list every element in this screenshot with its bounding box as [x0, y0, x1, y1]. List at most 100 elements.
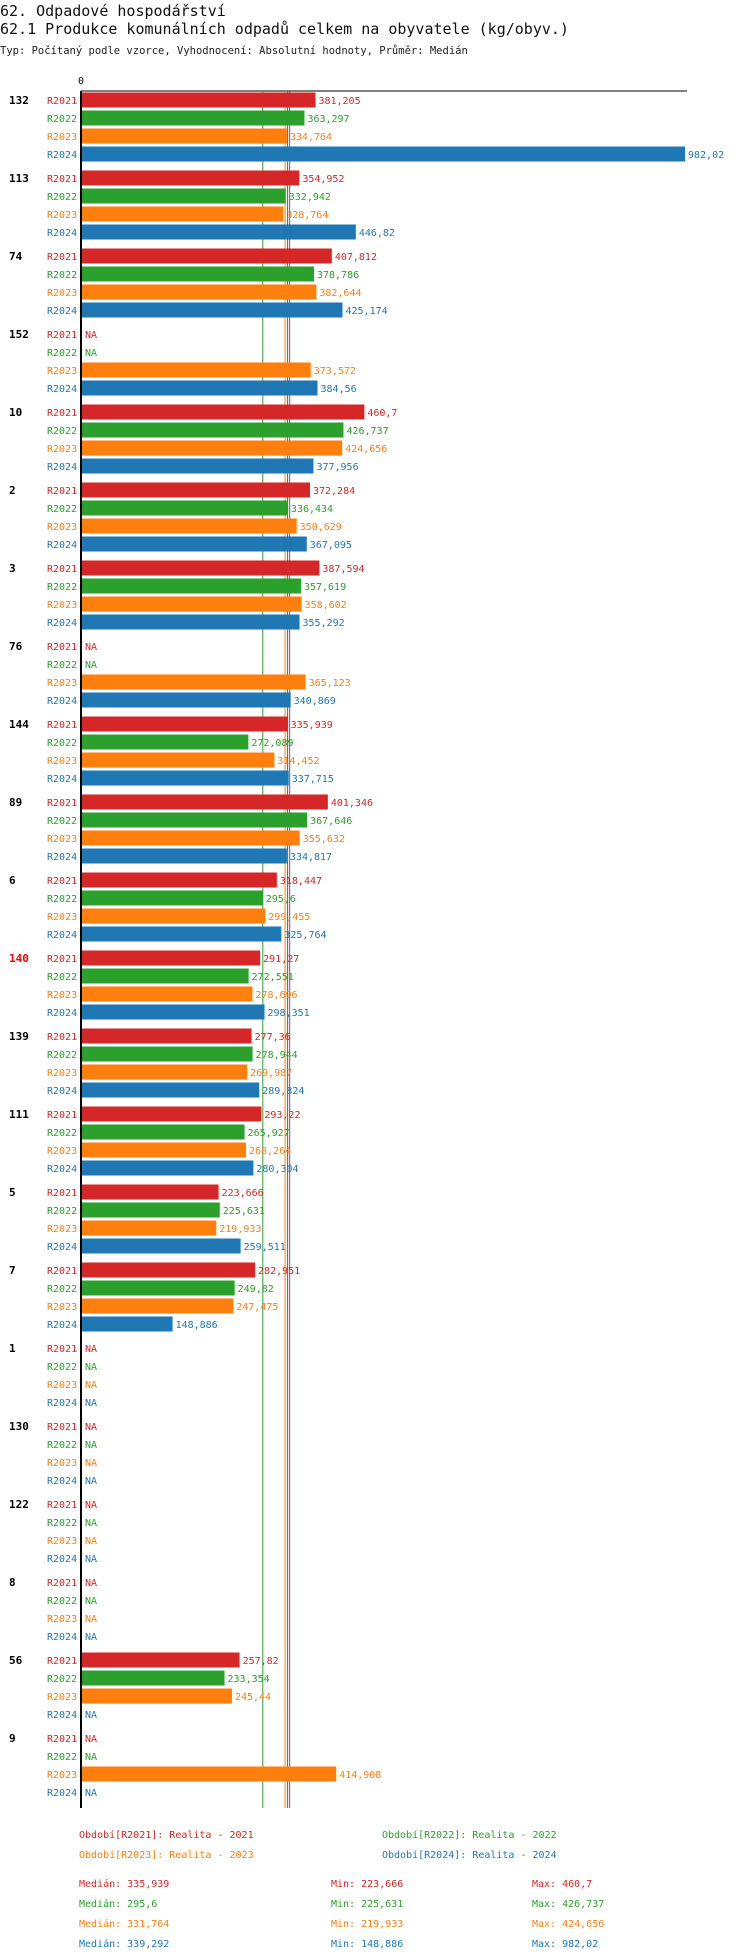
value-label: 257,82 — [243, 1656, 279, 1667]
group-label: 56 — [9, 1654, 23, 1667]
series-label-r2021: R2021 — [47, 876, 77, 887]
bar-10-r2023 — [81, 440, 343, 456]
bar-6-r2024 — [81, 926, 282, 942]
series-label-r2024: R2024 — [47, 1086, 77, 1097]
stat-median-r2022: Medián: 295,6 — [79, 1898, 157, 1910]
stat-min-r2023: Min: 219,933 — [331, 1919, 403, 1930]
series-label-r2023: R2023 — [47, 210, 77, 221]
na-label: NA — [85, 1788, 97, 1799]
series-label-r2024: R2024 — [47, 1788, 77, 1799]
bar-6-r2022 — [81, 890, 263, 906]
value-label: 446,82 — [359, 228, 395, 239]
bar-89-r2023 — [81, 830, 300, 846]
bar-111-r2022 — [81, 1124, 245, 1140]
bar-76-r2024 — [81, 692, 291, 708]
value-label: 355,632 — [303, 834, 345, 845]
series-label-r2024: R2024 — [47, 306, 77, 317]
value-label: 372,284 — [313, 486, 355, 497]
series-label-r2024: R2024 — [47, 1476, 77, 1487]
value-label: 358,602 — [305, 600, 347, 611]
group-label: 139 — [9, 1030, 29, 1043]
series-label-r2021: R2021 — [47, 564, 77, 575]
group-label: 113 — [9, 172, 29, 185]
value-label: 289,824 — [262, 1086, 304, 1097]
group-label: 74 — [9, 250, 23, 263]
bar-56-r2021 — [81, 1652, 240, 1668]
series-label-r2024: R2024 — [47, 1242, 77, 1253]
group-label: 6 — [9, 874, 16, 887]
stat-min-r2024: Min: 148,886 — [331, 1939, 403, 1950]
value-label: 298,351 — [268, 1008, 310, 1019]
stat-max-r2021: Max: 460,7 — [532, 1879, 592, 1890]
bar-89-r2024 — [81, 848, 287, 864]
value-label: 363,297 — [307, 114, 349, 125]
series-label-r2022: R2022 — [47, 972, 77, 983]
group-label: 140 — [9, 952, 29, 965]
na-label: NA — [85, 1710, 97, 1721]
bar-89-r2022 — [81, 812, 308, 828]
series-label-r2023: R2023 — [47, 1068, 77, 1079]
series-label-r2022: R2022 — [47, 1440, 77, 1451]
na-label: NA — [85, 1536, 97, 1547]
na-label: NA — [85, 642, 97, 653]
value-label: 318,447 — [280, 876, 322, 887]
series-label-r2022: R2022 — [47, 192, 77, 203]
bar-7-r2022 — [81, 1280, 235, 1296]
bar-74-r2024 — [81, 302, 343, 318]
value-label: 373,572 — [314, 366, 356, 377]
group-label: 8 — [9, 1576, 16, 1589]
bar-152-r2023 — [81, 362, 311, 378]
chart-title: 62.1 Produkce komunálních odpadů celkem … — [0, 20, 569, 38]
value-label: 259,511 — [244, 1242, 286, 1253]
value-label: 407,812 — [335, 252, 377, 263]
bar-6-r2023 — [81, 908, 266, 924]
bar-74-r2022 — [81, 266, 314, 282]
bar-74-r2021 — [81, 248, 332, 264]
bar-139-r2023 — [81, 1064, 248, 1080]
na-label: NA — [85, 1518, 97, 1529]
value-label: 148,886 — [176, 1320, 218, 1331]
value-label: 277,36 — [255, 1032, 291, 1043]
series-label-r2023: R2023 — [47, 990, 77, 1001]
series-label-r2023: R2023 — [47, 444, 77, 455]
bar-56-r2022 — [81, 1670, 225, 1686]
legend-item-r2021: Období[R2021]: Realita - 2021 — [79, 1829, 254, 1841]
bar-132-r2022 — [81, 110, 305, 126]
na-label: NA — [85, 1596, 97, 1607]
value-label: 272,089 — [251, 738, 293, 749]
group-label: 10 — [9, 406, 22, 419]
series-label-r2023: R2023 — [47, 600, 77, 611]
group-label: 2 — [9, 484, 16, 497]
bar-140-r2021 — [81, 950, 261, 966]
series-label-r2023: R2023 — [47, 912, 77, 923]
stat-median-r2021: Medián: 335,939 — [79, 1878, 169, 1890]
value-label: 249,82 — [238, 1284, 274, 1295]
series-label-r2024: R2024 — [47, 540, 77, 551]
value-label: 382,644 — [319, 288, 361, 299]
bar-113-r2021 — [81, 170, 300, 186]
bar-144-r2022 — [81, 734, 249, 750]
bar-7-r2024 — [81, 1316, 173, 1332]
value-label: 233,354 — [228, 1674, 270, 1685]
series-label-r2021: R2021 — [47, 720, 77, 731]
bar-5-r2021 — [81, 1184, 219, 1200]
na-label: NA — [85, 1458, 97, 1469]
value-label: 425,174 — [346, 306, 388, 317]
series-label-r2023: R2023 — [47, 132, 77, 143]
series-label-r2022: R2022 — [47, 1362, 77, 1373]
bar-2-r2023 — [81, 518, 297, 534]
bar-113-r2024 — [81, 224, 356, 240]
na-label: NA — [85, 1632, 97, 1643]
value-label: 299,455 — [268, 912, 310, 923]
bar-7-r2021 — [81, 1262, 256, 1278]
series-label-r2024: R2024 — [47, 1710, 77, 1721]
value-label: 377,956 — [316, 462, 358, 473]
value-label: 401,346 — [331, 798, 373, 809]
series-label-r2021: R2021 — [47, 96, 77, 107]
na-label: NA — [85, 1734, 97, 1745]
bar-3-r2024 — [81, 614, 300, 630]
bar-10-r2021 — [81, 404, 365, 420]
value-label: 350,629 — [300, 522, 342, 533]
bar-111-r2023 — [81, 1142, 246, 1158]
